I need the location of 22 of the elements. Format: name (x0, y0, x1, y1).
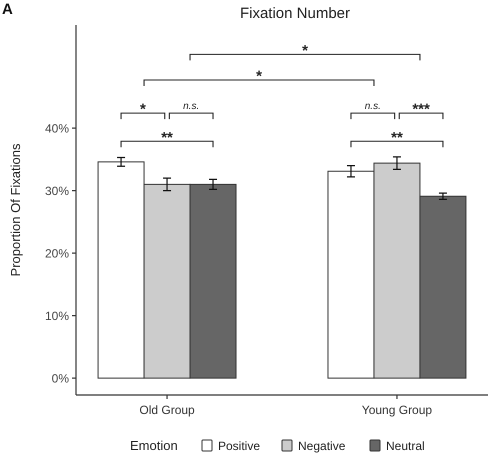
legend-title: Emotion (130, 438, 178, 453)
annotation: * (140, 101, 146, 118)
chart-title: Fixation Number (240, 5, 350, 22)
x-tick-label: Old Group (139, 403, 196, 417)
annotation: n.s. (364, 101, 381, 112)
legend-label: Positive (218, 439, 260, 453)
x-tick-label: Young Group (362, 403, 432, 417)
y-tick-label: 30% (44, 184, 70, 198)
annotation: ** (161, 129, 174, 146)
y-tick-label: 20% (44, 246, 70, 260)
y-tick-label: 40% (44, 121, 70, 136)
annotation: *** (412, 101, 430, 118)
annotation: ** (391, 129, 403, 146)
annotation: * (256, 68, 262, 85)
y-tick-label: 10% (44, 308, 70, 323)
annotation: * (302, 42, 308, 60)
y-axis-title: Proportion Of Fixations (8, 143, 23, 276)
legend-label: Negative (298, 439, 346, 453)
annotation: n.s. (183, 101, 200, 112)
y-tick-label: 0% (52, 371, 70, 386)
text: A (2, 1, 13, 18)
legend-label: Neutral (386, 439, 425, 453)
